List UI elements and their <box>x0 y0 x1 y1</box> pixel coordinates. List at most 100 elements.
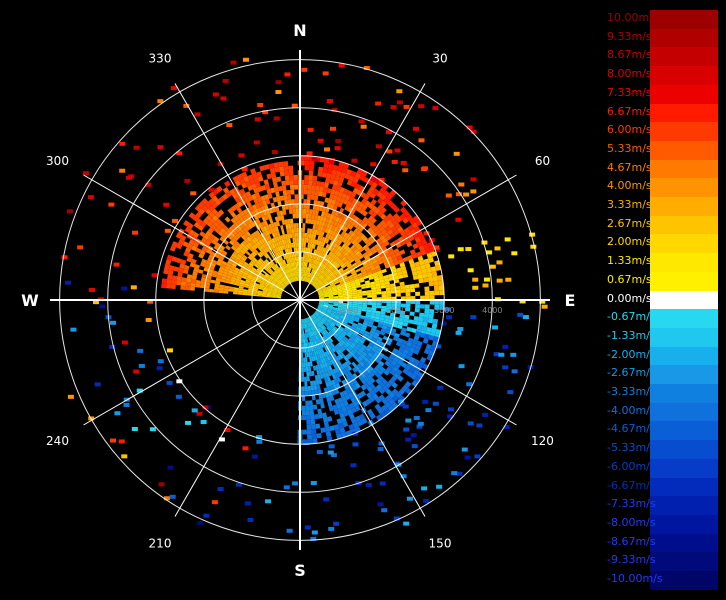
echo-cell <box>217 486 224 491</box>
echo-cell <box>326 188 332 194</box>
echo-cell <box>284 175 290 181</box>
echo-cell <box>256 196 263 203</box>
echo-cell <box>318 256 323 262</box>
echo-cell <box>355 259 362 265</box>
echo-cell <box>337 181 343 188</box>
echo-cell <box>265 235 270 242</box>
echo-cell <box>292 266 295 272</box>
echo-cell <box>290 189 295 195</box>
echo-cell <box>306 237 309 243</box>
echo-cell <box>304 271 306 277</box>
echo-cell <box>330 189 336 195</box>
echo-cell <box>218 196 225 203</box>
echo-cell <box>302 343 305 349</box>
echo-cell <box>323 302 329 305</box>
echo-cell <box>304 160 310 166</box>
echo-cell <box>325 366 331 372</box>
echo-cell <box>338 318 344 322</box>
echo-cell <box>276 257 281 263</box>
echo-cell <box>275 206 280 212</box>
echo-cell <box>366 307 372 311</box>
echo-cell <box>364 238 370 245</box>
echo-cell <box>310 480 317 485</box>
echo-cell <box>289 278 292 283</box>
echo-cell <box>323 377 329 383</box>
echo-cell <box>331 286 337 290</box>
echo-cell <box>296 256 298 262</box>
echo-cell <box>338 277 344 282</box>
echo-cell <box>327 269 333 275</box>
echo-cell <box>304 175 309 181</box>
echo-cell <box>333 378 339 385</box>
echo-cell <box>510 352 517 357</box>
echo-cell <box>121 340 128 345</box>
echo-cell <box>251 204 258 211</box>
echo-cell <box>307 434 313 440</box>
colorbar-label: -5.33m/s <box>607 441 656 455</box>
echo-cell <box>302 323 304 329</box>
echo-cell <box>397 320 404 326</box>
echo-cell <box>322 357 327 363</box>
echo-cell <box>277 290 283 294</box>
echo-cell <box>303 203 307 209</box>
echo-cell <box>301 256 304 262</box>
echo-cell <box>341 311 347 315</box>
echo-cell <box>382 257 388 263</box>
echo-cell <box>390 375 398 383</box>
echo-cell <box>247 289 253 293</box>
echo-cell <box>271 150 278 155</box>
echo-cell <box>362 251 368 257</box>
echo-cell <box>306 199 311 205</box>
echo-cell <box>343 410 349 417</box>
colorbar-swatch <box>650 84 718 104</box>
echo-cell <box>180 234 187 242</box>
echo-cell <box>323 316 328 321</box>
echo-cell <box>361 270 367 275</box>
echo-cell <box>287 218 291 225</box>
echo-cell <box>307 361 311 367</box>
echo-cell <box>294 203 299 209</box>
echo-cell <box>354 382 361 389</box>
echo-cell <box>172 218 179 223</box>
echo-cell <box>229 188 236 196</box>
echo-cell <box>343 251 349 257</box>
echo-cell <box>326 327 331 332</box>
echo-cell <box>350 463 357 468</box>
echo-cell <box>376 291 382 295</box>
echo-cell <box>326 223 331 229</box>
echo-cell <box>283 485 290 490</box>
echo-cell <box>412 275 419 280</box>
echo-cell <box>271 293 277 296</box>
echo-cell <box>361 204 368 211</box>
azimuth-line <box>174 299 301 517</box>
echo-cell <box>317 235 321 241</box>
echo-cell <box>369 314 376 319</box>
echo-cell <box>303 189 308 195</box>
echo-cell <box>367 261 374 267</box>
echo-cell <box>383 369 390 376</box>
echo-cell <box>341 286 347 290</box>
echo-cell <box>304 237 307 243</box>
echo-cell <box>345 233 351 240</box>
echo-cell <box>358 119 365 124</box>
echo-cell <box>256 260 262 266</box>
echo-cell <box>175 280 182 286</box>
echo-cell <box>316 359 320 366</box>
echo-cell <box>371 325 378 330</box>
echo-cell <box>253 285 259 289</box>
echo-cell <box>395 216 403 224</box>
echo-cell <box>255 269 261 274</box>
echo-cell <box>312 404 318 410</box>
echo-cell <box>423 277 429 283</box>
echo-cell <box>377 447 384 452</box>
echo-cell <box>367 273 374 278</box>
echo-cell <box>306 252 309 258</box>
echo-cell <box>324 266 329 272</box>
echo-cell <box>312 314 317 319</box>
echo-cell <box>328 365 333 371</box>
echo-cell <box>409 287 416 293</box>
echo-cell <box>318 343 323 349</box>
echo-cell <box>352 400 359 408</box>
echo-cell <box>343 296 349 299</box>
echo-cell <box>258 285 264 289</box>
